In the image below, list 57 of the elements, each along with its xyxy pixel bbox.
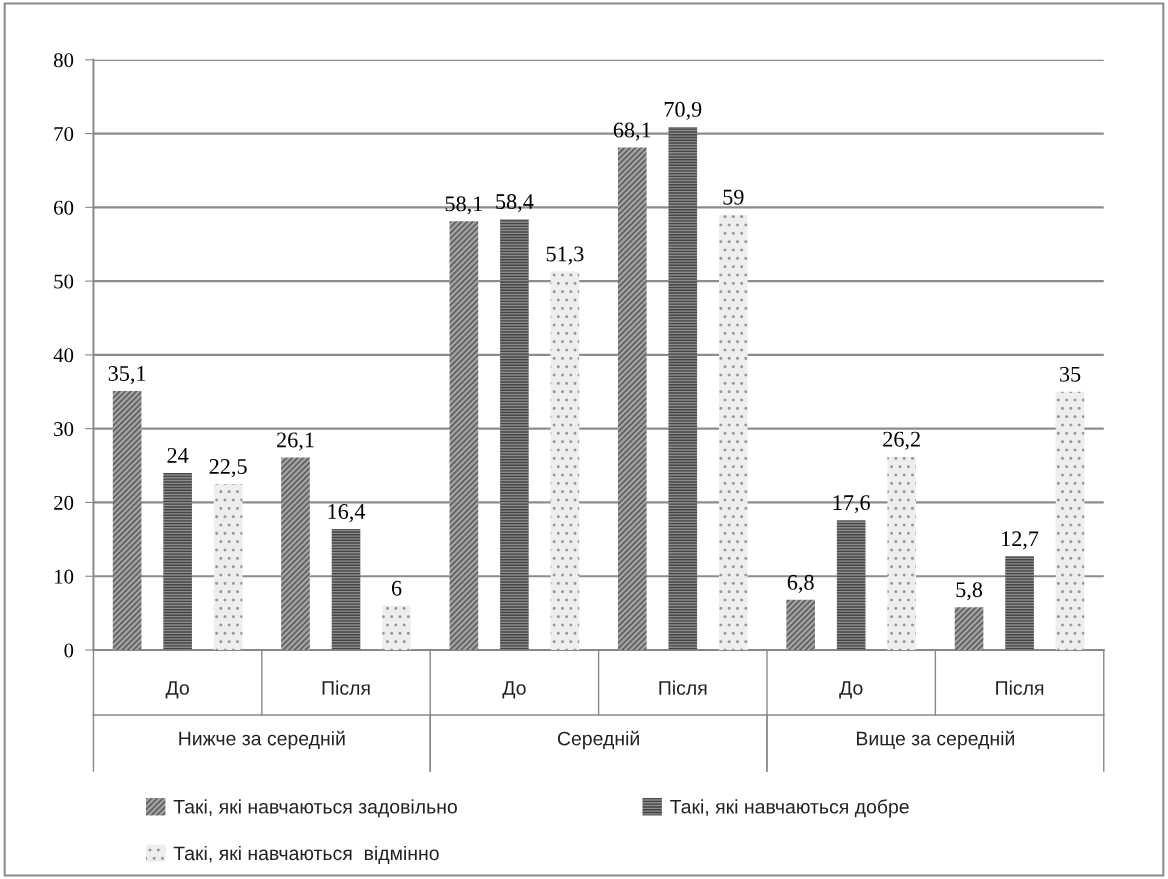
bar: [786, 599, 815, 651]
data-label: 70,9: [664, 101, 702, 121]
data-label: 35: [1060, 366, 1081, 382]
bar: [382, 605, 411, 651]
y-tick-label: 60: [54, 200, 74, 215]
bar: [550, 271, 580, 651]
legend-label: Такі, які навчаються задовільно: [173, 799, 457, 818]
legend-label: Такі, які навчаються відмінно: [173, 845, 439, 864]
data-label: 59: [723, 189, 744, 205]
y-tick-label: 30: [54, 422, 74, 437]
data-label: 17,6: [833, 495, 870, 514]
bar: [1055, 391, 1085, 651]
data-label: 51,3: [546, 246, 584, 265]
data-label: 68,1: [613, 122, 651, 141]
text: Нижче за середній: [179, 730, 345, 750]
text: Середній: [557, 730, 639, 750]
data-label: 16,4: [328, 504, 366, 523]
y-tick-label: 50: [54, 274, 74, 289]
bar: [836, 520, 866, 651]
bar: [668, 126, 698, 651]
bar: [719, 214, 748, 651]
x-tick-label: Після: [322, 680, 370, 695]
bar: [954, 607, 984, 651]
bar: [500, 219, 529, 651]
bar: [617, 147, 647, 651]
data-label: 58,1: [445, 196, 482, 215]
bar: [331, 529, 361, 651]
data-label: 6: [391, 580, 402, 596]
text: Вище за середній: [857, 730, 1014, 750]
data-label: 22,5: [209, 459, 247, 478]
data-label: 26,2: [883, 431, 920, 450]
bar: [281, 457, 310, 651]
data-label: 6,8: [787, 574, 814, 593]
y-tick-label: 40: [53, 348, 74, 363]
y-tick-label: 20: [54, 495, 74, 510]
bar: [449, 221, 479, 651]
data-label: 26,1: [277, 432, 314, 451]
x-tick-label: До: [502, 681, 526, 699]
y-tick-label: 70: [54, 126, 74, 141]
x-tick-label: Після: [659, 680, 707, 695]
data-label: 35,1: [108, 366, 146, 385]
bar: [1005, 556, 1034, 651]
bar: [112, 391, 142, 651]
data-label: 24: [167, 447, 189, 463]
y-tick-label: 10: [54, 569, 74, 584]
y-tick-label: 80: [53, 53, 74, 68]
x-tick-label: До: [839, 681, 863, 699]
data-label: 12,7: [1002, 531, 1039, 550]
y-tick-label: 0: [64, 643, 74, 658]
legend-label: Такі, які навчаються добре: [670, 799, 909, 818]
x-tick-label: До: [165, 681, 189, 699]
bar: [213, 484, 243, 651]
data-label: 58,4: [496, 194, 534, 213]
bar: [887, 456, 917, 651]
x-tick-label: Після: [996, 680, 1044, 695]
data-label: 5,8: [956, 582, 983, 601]
bar: [163, 472, 192, 651]
